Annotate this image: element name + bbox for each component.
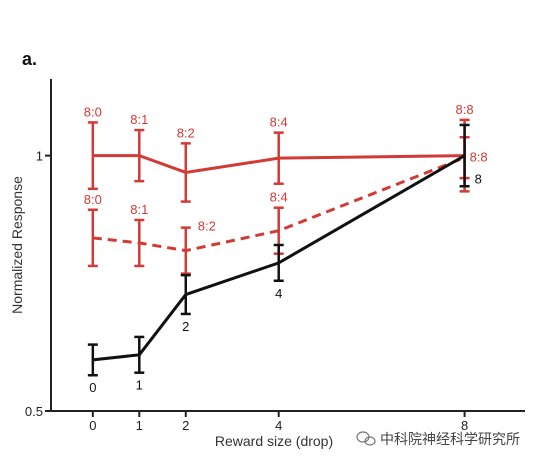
- series-black-solid: 0 1 2 4 8: [87, 123, 482, 395]
- error-bar: [459, 123, 470, 188]
- chat-bubble-icon: [356, 431, 376, 446]
- error-bar: [180, 226, 191, 275]
- point-label: 8:4: [270, 190, 288, 205]
- y-axis-label: Normalized Response: [9, 176, 25, 314]
- point-label: 8:0: [84, 192, 102, 207]
- point-label: 1: [136, 378, 143, 393]
- error-bar: [180, 273, 191, 316]
- point-label: 8:1: [130, 202, 148, 217]
- error-bar: [134, 218, 145, 268]
- y-tick-label: 0.5: [25, 404, 43, 419]
- error-bar: [180, 142, 191, 203]
- x-tick-label: 2: [182, 418, 189, 433]
- x-tick-label: 1: [136, 418, 143, 433]
- series-red-solid: 8:0 8:1 8:2 8:4 8:8: [84, 102, 474, 203]
- x-axis-label: Reward size (drop): [215, 433, 333, 449]
- x-tick-label: 8: [461, 418, 468, 433]
- point-label: 8:4: [270, 115, 288, 130]
- axes: [50, 79, 525, 412]
- y-tick-label: 1: [36, 149, 43, 164]
- point-label: 8:2: [177, 125, 195, 140]
- point-label: 8:2: [198, 219, 216, 234]
- panel-label: a.: [22, 49, 37, 69]
- ticks: 0 1 2 4 8 0.5 1: [25, 149, 468, 433]
- x-tick-label: 4: [275, 418, 282, 433]
- x-tick-label: 0: [89, 418, 96, 433]
- point-label: 8: [475, 172, 482, 187]
- series-layer: 8:0 8:1 8:2 8:4 8:8 8:0 8:1 8:2 8:4 8:8 0 1 2 4 8: [84, 102, 488, 395]
- watermark: 中科院神经科学研究所: [356, 431, 520, 447]
- error-bar: [134, 128, 145, 183]
- point-label: 4: [275, 286, 282, 301]
- point-label: 8:0: [84, 104, 102, 119]
- error-bar: [87, 208, 98, 268]
- point-label: 0: [89, 380, 96, 395]
- point-label: 8:1: [130, 112, 148, 127]
- error-bar: [273, 131, 284, 185]
- error-bar: [134, 335, 145, 374]
- point-label: 8:8: [456, 102, 474, 117]
- point-label: 8:8: [470, 150, 488, 165]
- watermark-text: 中科院神经科学研究所: [380, 431, 520, 447]
- series-red-dashed: 8:0 8:1 8:2 8:4 8:8: [84, 135, 488, 275]
- error-bar: [87, 343, 98, 377]
- point-label: 2: [182, 319, 189, 334]
- error-bar: [87, 121, 98, 191]
- error-bar: [273, 243, 284, 283]
